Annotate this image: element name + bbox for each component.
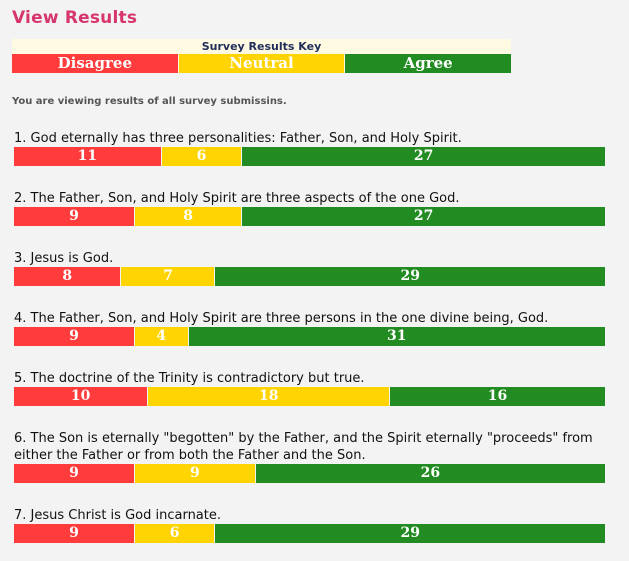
question-text: 5. The doctrine of the Trinity is contra…	[14, 371, 365, 386]
disagree-segment: 9	[14, 327, 135, 346]
agree-segment: 31	[188, 327, 605, 346]
disagree-segment: 8	[14, 267, 122, 286]
neutral-segment: 7	[121, 267, 216, 286]
question-7: 7. Jesus Christ is God incarnate. 9 6 29	[14, 507, 605, 543]
neutral-segment: 4	[134, 327, 189, 346]
key-disagree: Disagree	[12, 54, 179, 73]
disagree-segment: 9	[14, 464, 135, 483]
question-5: 5. The doctrine of the Trinity is contra…	[14, 370, 605, 406]
result-bar: 9 6 29	[14, 524, 605, 543]
result-bar: 9 4 31	[14, 327, 605, 346]
neutral-segment: 6	[161, 147, 243, 166]
agree-segment: 16	[390, 387, 605, 406]
question-text: 1. God eternally has three personalities…	[14, 131, 462, 146]
disagree-segment: 11	[14, 147, 162, 166]
result-bar: 10 18 16	[14, 387, 605, 406]
question-text: 2. The Father, Son, and Holy Spirit are …	[14, 191, 460, 206]
agree-segment: 26	[255, 464, 605, 483]
key-agree: Agree	[345, 54, 512, 73]
question-1: 1. God eternally has three personalities…	[14, 130, 605, 166]
page-title: View Results	[12, 8, 138, 28]
neutral-segment: 9	[134, 464, 256, 483]
agree-segment: 29	[215, 524, 605, 543]
question-4: 4. The Father, Son, and Holy Spirit are …	[14, 310, 605, 346]
key-legend: Disagree Neutral Agree	[12, 54, 512, 73]
question-6: 6. The Son is eternally "begotten" by th…	[14, 430, 605, 483]
result-bar: 11 6 27	[14, 147, 605, 166]
question-text: 7. Jesus Christ is God incarnate.	[14, 508, 222, 523]
question-text: 4. The Father, Son, and Holy Spirit are …	[14, 311, 549, 326]
neutral-segment: 6	[134, 524, 216, 543]
key-title: Survey Results Key	[201, 40, 322, 53]
question-text: 6. The Son is eternally "begotten" by th…	[14, 431, 593, 463]
disagree-segment: 10	[14, 387, 149, 406]
result-bar: 8 7 29	[14, 267, 605, 286]
disagree-segment: 9	[14, 524, 135, 543]
survey-results-key: Survey Results Key Disagree Neutral Agre…	[12, 39, 512, 73]
agree-segment: 29	[215, 267, 605, 286]
result-bar: 9 8 27	[14, 207, 605, 226]
neutral-segment: 18	[148, 387, 391, 406]
question-2: 2. The Father, Son, and Holy Spirit are …	[14, 190, 605, 226]
agree-segment: 27	[242, 207, 605, 226]
results-note: You are viewing results of all survey su…	[12, 96, 287, 107]
key-neutral: Neutral	[178, 54, 346, 73]
agree-segment: 27	[242, 147, 605, 166]
question-text: 3. Jesus is God.	[14, 251, 114, 266]
question-3: 3. Jesus is God. 8 7 29	[14, 250, 605, 286]
disagree-segment: 9	[14, 207, 135, 226]
neutral-segment: 8	[134, 207, 243, 226]
result-bar: 9 9 26	[14, 464, 605, 483]
